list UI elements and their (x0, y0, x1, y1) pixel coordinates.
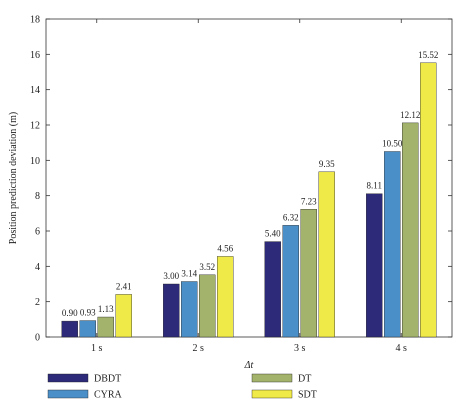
legend-swatch-dbdt (47, 373, 89, 383)
bar-dbdt-2 (163, 283, 180, 338)
legend-swatch-cyra (47, 389, 89, 399)
bar-cyra-1 (79, 320, 96, 338)
x-tick-label: 4 s (396, 343, 408, 354)
y-tick-label: 2 (35, 297, 40, 308)
data-label: 0.93 (80, 308, 96, 318)
legend-label: DBDT (94, 374, 121, 385)
legend: DBDT CYRA DT SDT (47, 373, 317, 401)
data-label: 9.35 (319, 159, 335, 169)
y-tick-label: 14 (30, 85, 40, 96)
plot-area (45, 18, 453, 338)
data-label: 6.32 (283, 212, 299, 222)
data-label: 3.14 (181, 269, 197, 279)
bar-dt-4 (402, 122, 419, 338)
bar-sdt-1 (115, 294, 132, 338)
x-axis: 1 s 2 s 3 s 4 s (91, 19, 407, 354)
bar-dt-1 (97, 316, 114, 338)
legend-swatch-sdt (251, 389, 293, 399)
bar-sdt-2 (217, 256, 234, 338)
data-label: 3.00 (163, 271, 179, 281)
data-label: 15.52 (418, 50, 438, 60)
data-label: 4.56 (217, 243, 233, 253)
data-label: 1.13 (98, 304, 114, 314)
x-tick-label: 3 s (294, 343, 306, 354)
data-label: 0.90 (62, 308, 78, 318)
bars (61, 62, 437, 338)
legend-label: DT (298, 374, 311, 385)
y-axis: 0 2 4 6 8 10 12 14 16 18 (30, 15, 452, 344)
data-label: 8.11 (367, 181, 382, 191)
y-axis-title: Position prediction deviation (m) (8, 112, 19, 244)
bar-dt-3 (300, 209, 317, 338)
bar-cyra-4 (384, 151, 401, 338)
data-label: 7.23 (301, 196, 317, 206)
bar-dbdt-4 (366, 193, 383, 338)
bar-dbdt-3 (264, 241, 281, 338)
bar-sdt-3 (318, 171, 335, 338)
data-label: 3.52 (199, 262, 215, 272)
legend-label: CYRA (94, 390, 123, 401)
y-tick-label: 6 (35, 227, 40, 238)
y-tick-label: 16 (30, 50, 40, 61)
data-labels: 0.90 0.93 1.13 2.41 3.00 3.143.524.56 5.406.32… (62, 50, 439, 318)
plot-frame (45, 18, 453, 338)
y-tick-label: 0 (35, 333, 40, 344)
bar-dt-2 (199, 274, 216, 338)
legend-label: SDT (298, 390, 317, 401)
x-tick-label: 2 s (193, 343, 205, 354)
y-tick-label: 4 (35, 262, 40, 273)
bar-sdt-4 (420, 62, 437, 338)
x-axis-title: Δt (244, 360, 254, 371)
y-tick-label: 12 (30, 121, 40, 132)
legend-swatch-dt (251, 373, 293, 383)
x-tick-label: 1 s (91, 343, 103, 354)
y-tick-label: 8 (35, 191, 40, 202)
bar-cyra-3 (282, 225, 299, 338)
bar-dbdt-1 (61, 320, 78, 338)
y-tick-label: 18 (30, 15, 40, 26)
y-tick-label: 10 (30, 156, 40, 167)
data-label: 12.12 (400, 110, 420, 120)
data-label: 5.40 (265, 229, 281, 239)
data-label: 2.41 (116, 281, 132, 291)
data-label: 10.50 (382, 139, 403, 149)
bar-cyra-2 (181, 281, 198, 338)
